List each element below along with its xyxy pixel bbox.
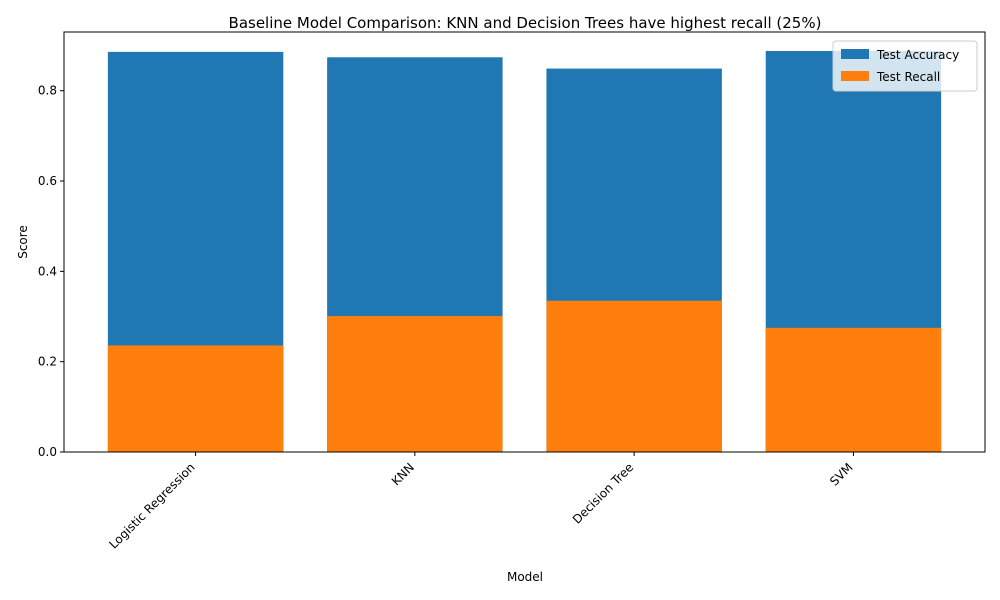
legend-swatch-recall [841,71,869,81]
x-axis: Logistic Regression KNN Decision Tree SVM [106,452,856,552]
y-tick-label: 0.0 [38,445,57,459]
bar-test-recall-decision-tree [546,300,722,452]
legend-swatch-accuracy [841,49,869,59]
bar-test-recall-knn [327,316,503,452]
x-tick-label: Decision Tree [570,460,636,526]
y-tick-label: 0.4 [38,264,57,278]
chart-title: Baseline Model Comparison: KNN and Decis… [229,14,822,32]
x-axis-label: Model [507,570,543,584]
y-axis: 0.0 0.2 0.4 0.6 0.8 [38,84,64,459]
plot-frame [63,31,986,453]
bars-group [107,50,942,453]
bar-test-recall-svm [765,327,942,452]
y-axis-label: Score [16,225,30,259]
y-tick-label: 0.6 [38,174,57,188]
legend-label-accuracy: Test Accuracy [876,48,959,62]
legend: Test Accuracy Test Recall [832,40,978,92]
y-tick-label: 0.8 [38,84,57,98]
y-tick-label: 0.2 [38,355,57,369]
bar-test-recall-logistic-regression [107,345,284,452]
x-tick-label: Logistic Regression [106,460,197,551]
x-tick-label: SVM [827,460,855,488]
x-tick-label: KNN [389,460,417,488]
legend-label-recall: Test Recall [876,70,940,84]
